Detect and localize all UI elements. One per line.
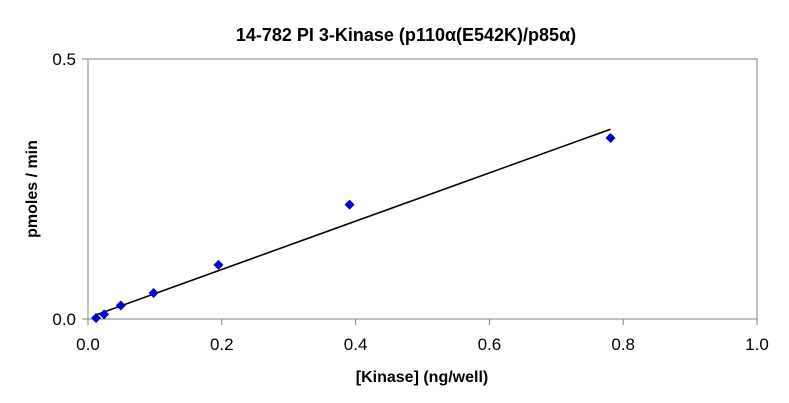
data-points [91,133,616,323]
plot-area [87,58,758,320]
x-tick-label: 0.4 [344,335,368,354]
y-axis: 0.0 0.5 [52,50,88,329]
y-tick-label: 0.5 [52,50,76,69]
data-point [115,300,126,311]
data-point [213,259,224,270]
x-tick-label: 0.0 [76,335,100,354]
data-point [344,199,355,210]
x-tick-label: 0.2 [210,335,234,354]
chart-title: 14-782 PI 3-Kinase (p110α(E542K)/p85α) [236,25,576,45]
data-point [148,288,159,298]
trendline [95,128,611,316]
x-tick-label: 1.0 [745,335,769,354]
data-point [99,309,110,320]
data-point [91,312,102,323]
data-point [605,133,616,144]
x-tick-label: 0.8 [611,335,635,354]
x-axis: 0.0 0.2 0.4 0.6 0.8 1.0 [76,319,769,354]
x-tick-label: 0.6 [478,335,502,354]
y-axis-title: pmoles / min [24,140,41,238]
y-tick-label: 0.0 [52,310,76,329]
x-axis-title: [Kinase] (ng/well) [356,369,488,386]
